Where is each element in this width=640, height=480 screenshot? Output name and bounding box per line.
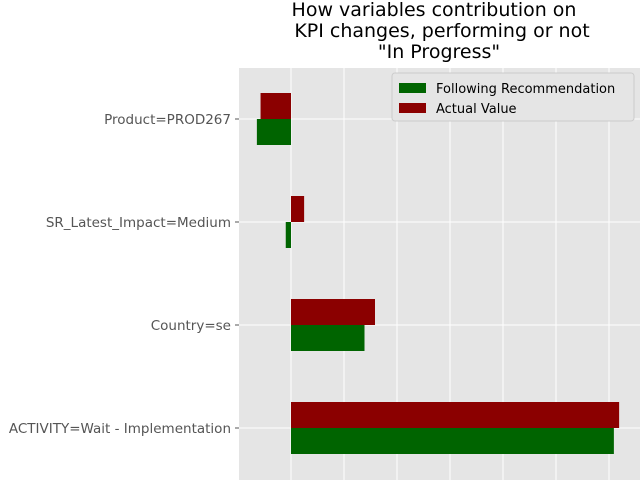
title-line-2: KPI changes, performing or not: [294, 20, 589, 42]
bar-following-recommendation: [291, 428, 614, 454]
title-line-3: "In Progress": [378, 41, 500, 63]
legend-box: [391, 72, 635, 122]
bar-following-recommendation: [285, 222, 291, 248]
y-tick-label: Product=PROD267: [104, 112, 231, 128]
title-line-1: How variables contribution on: [292, 0, 577, 21]
legend: Following Recommendation Actual Value: [391, 72, 635, 122]
y-axis: Product=PROD267 SR_Latest_Impact=Medium Co…: [9, 112, 239, 437]
legend-swatch: [399, 103, 426, 113]
bars: [256, 93, 620, 454]
legend-label: Following Recommendation: [436, 82, 615, 97]
bar-following-recommendation: [291, 325, 365, 351]
legend-swatch: [399, 83, 426, 93]
chart-title: How variables contribution on KPI change…: [292, 0, 590, 63]
bar-following-recommendation: [256, 119, 291, 145]
bar-actual-value: [291, 402, 620, 428]
y-tick-label: ACTIVITY=Wait - Implementation: [9, 421, 231, 437]
bar-actual-value: [260, 93, 291, 119]
bar-actual-value: [291, 196, 305, 222]
bar-actual-value: [291, 299, 375, 325]
legend-label: Actual Value: [436, 102, 517, 117]
y-tick-label: Country=se: [151, 318, 231, 334]
y-tick-label: SR_Latest_Impact=Medium: [46, 215, 231, 231]
